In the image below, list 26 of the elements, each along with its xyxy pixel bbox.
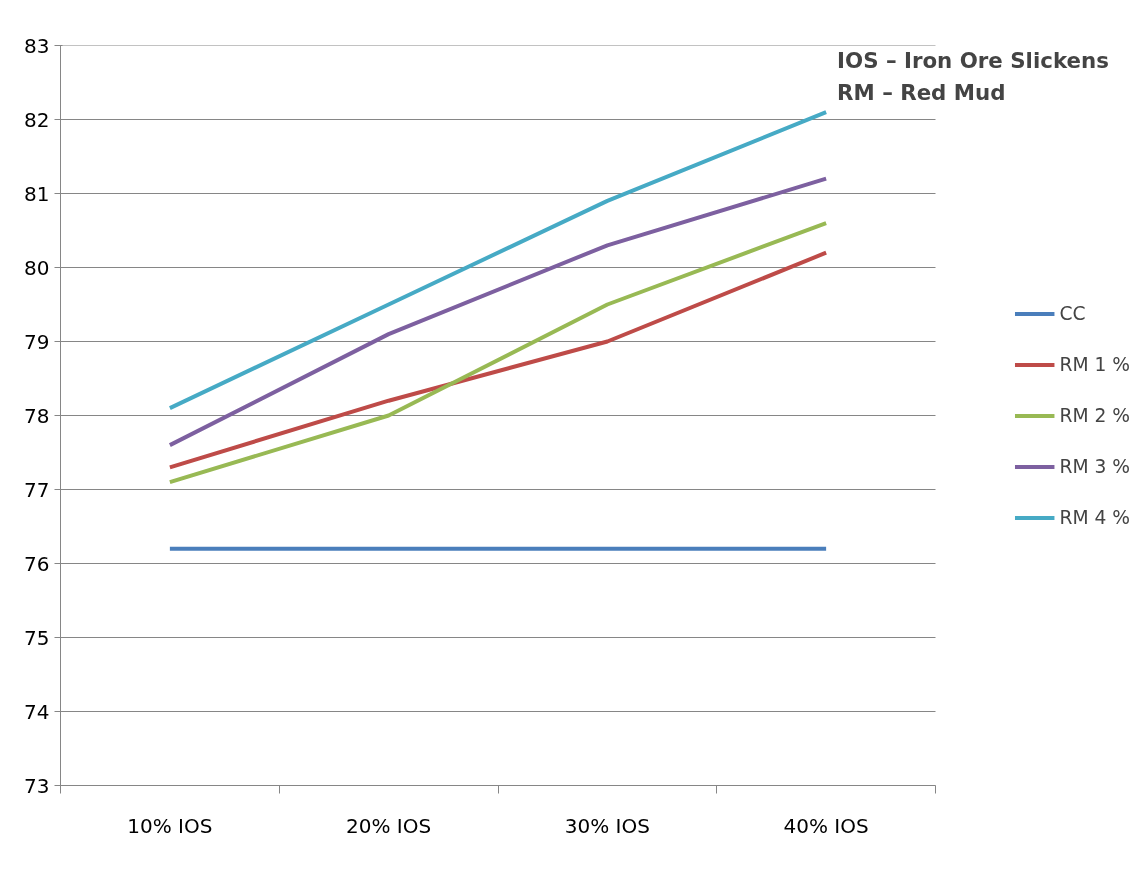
y-tick-label: 79	[24, 329, 50, 354]
legend-label: RM 2 %	[1059, 404, 1130, 426]
x-tick-label: 30% IOS	[564, 813, 650, 838]
line-series	[167, 110, 829, 411]
line-series	[167, 250, 829, 470]
line-series	[167, 176, 829, 448]
annotation: RM – Red Mud	[837, 79, 1006, 105]
legend-label: RM 4 %	[1059, 506, 1130, 528]
legend-label: RM 1 %	[1059, 353, 1130, 375]
line-series	[167, 221, 829, 485]
x-tick-label: 40% IOS	[783, 813, 869, 838]
y-tick-label: 78	[24, 403, 50, 428]
legend-label: RM 3 %	[1059, 455, 1130, 477]
y-tick-label: 83	[24, 33, 50, 58]
y-tick-label: 82	[24, 107, 50, 132]
x-tick-label: 10% IOS	[127, 813, 213, 838]
y-tick-label: 74	[24, 699, 50, 724]
legend-label: CC	[1059, 302, 1086, 324]
annotation: IOS – Iron Ore Slickens	[837, 47, 1109, 73]
y-tick-label: 77	[24, 477, 50, 502]
y-tick-label: 80	[24, 255, 50, 280]
y-tick-label: 73	[24, 773, 50, 798]
y-tick-label: 75	[24, 625, 50, 650]
y-tick-label: 81	[24, 181, 50, 206]
x-tick-label: 20% IOS	[346, 813, 432, 838]
y-tick-label: 76	[24, 551, 50, 576]
